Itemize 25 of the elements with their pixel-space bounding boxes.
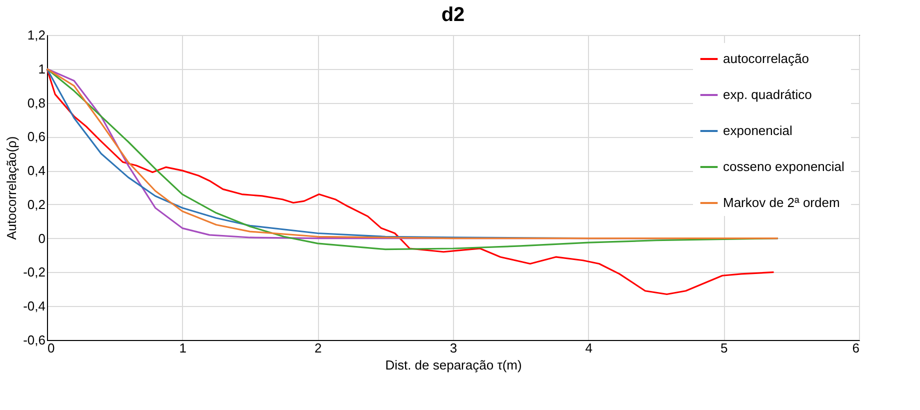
y-tick-label: 0 <box>38 230 46 246</box>
x-tick-label: 6 <box>852 340 860 356</box>
x-tick-label: 3 <box>450 340 458 356</box>
legend-label: exp. quadrático <box>723 87 812 102</box>
y-tick-label: -0,6 <box>23 332 46 348</box>
legend-label: Markov de 2ª ordem <box>723 195 840 210</box>
y-axis-title: Autocorrelação(ρ) <box>4 136 20 240</box>
y-tick-label: 0,2 <box>27 196 46 212</box>
legend-label: cosseno exponencial <box>723 159 845 174</box>
x-tick-label: 4 <box>585 340 592 356</box>
y-tick-label: -0,2 <box>23 264 46 280</box>
x-tick-label: 2 <box>314 340 322 356</box>
chart-title: d2 <box>441 4 465 26</box>
y-tick-label: 1,2 <box>27 28 46 42</box>
x-tick-label: 0 <box>48 340 55 356</box>
legend-label: autocorrelação <box>723 51 809 66</box>
x-axis-title: Dist. de separação τ(m) <box>385 358 522 372</box>
y-tick-label: -0,4 <box>23 298 46 314</box>
x-tick-label: 1 <box>179 340 186 356</box>
x-tick-label: 5 <box>720 340 728 356</box>
legend-label: exponencial <box>723 123 792 138</box>
y-tick-label: 0,4 <box>27 163 46 178</box>
y-tick-label: 0,6 <box>27 129 46 144</box>
y-tick-label: 0,8 <box>27 95 46 110</box>
y-tick-label: 1 <box>38 61 46 76</box>
